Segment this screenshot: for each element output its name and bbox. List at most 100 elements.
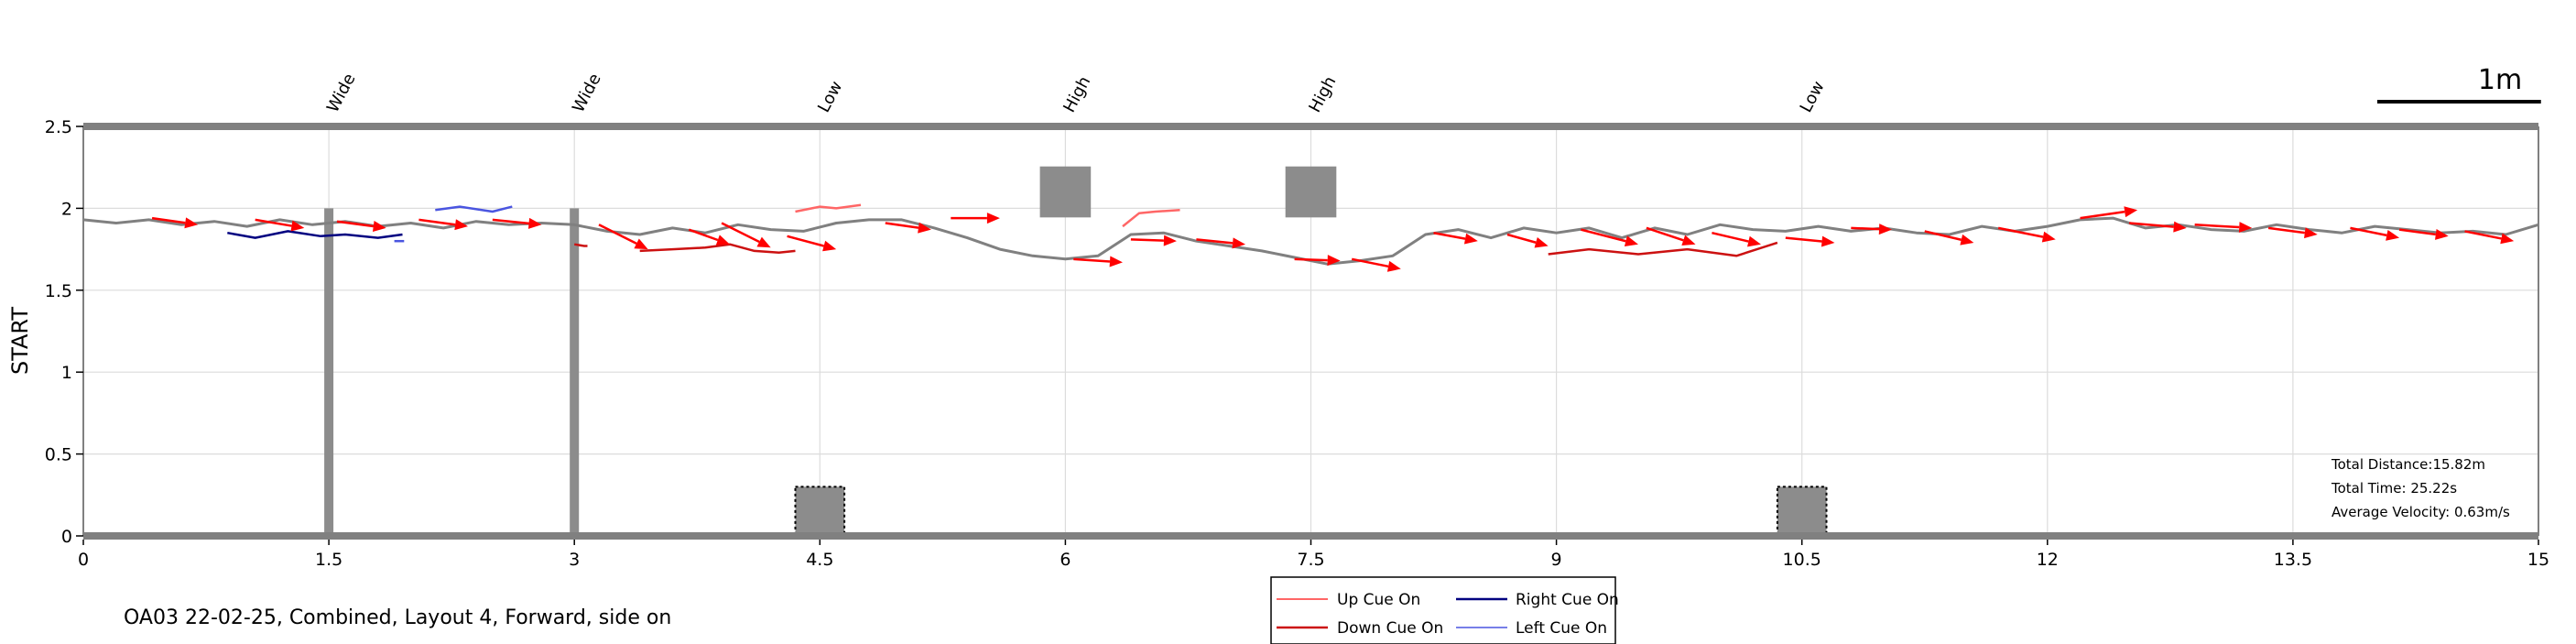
- arrow-head-9: [918, 222, 931, 234]
- x-tick-label-4: 6: [1060, 550, 1071, 570]
- arrow-shaft-2: [336, 220, 374, 228]
- direction-arrow-24: [1997, 226, 2056, 243]
- high-block-5: [1285, 166, 1337, 218]
- arrow-head-28: [2304, 227, 2318, 239]
- arrow-shaft-26: [2129, 222, 2174, 228]
- arrow-head-26: [2173, 221, 2187, 233]
- arrow-shaft-14: [1294, 257, 1328, 262]
- direction-arrow-8: [787, 235, 837, 252]
- arrow-head-16: [1463, 233, 1478, 245]
- arrow-head-18: [1624, 235, 1638, 247]
- direction-arrow-9: [885, 222, 931, 234]
- direction-arrow-19: [1646, 226, 1696, 246]
- cue-series: [227, 203, 1778, 257]
- x-tick-label-5: 7.5: [1297, 550, 1324, 570]
- legend-label-right-cue: Right Cue On: [1516, 591, 1619, 609]
- direction-arrows: [151, 206, 2515, 272]
- x-tick-label-8: 12: [2037, 550, 2059, 570]
- wide-obstacle-bar-0: [324, 208, 334, 536]
- arrow-shaft-30: [2398, 228, 2436, 236]
- arrow-shaft-25: [2080, 210, 2125, 220]
- cue-segment-0-1: [1122, 208, 1180, 228]
- y-axis-label: START: [7, 307, 33, 375]
- direction-arrow-31: [2464, 230, 2515, 245]
- wide-obstacle-bar-1: [570, 208, 580, 536]
- y-tick-label-5: 2.5: [45, 117, 72, 137]
- direction-arrow-28: [2267, 226, 2318, 239]
- direction-arrow-25: [2080, 206, 2138, 220]
- obstacle-label-1: Wide: [569, 71, 605, 116]
- arrow-head-21: [1821, 235, 1835, 247]
- x-tick-label-3: 4.5: [806, 550, 833, 570]
- legend-label-up-cue: Up Cue On: [1337, 591, 1420, 609]
- arrow-head-30: [2435, 228, 2449, 240]
- arrow-head-5: [634, 238, 648, 250]
- legend-label-left-cue: Left Cue On: [1516, 619, 1607, 638]
- scale-bar-label: 1m: [2478, 64, 2522, 96]
- direction-arrow-16: [1433, 231, 1478, 245]
- arrow-head-22: [1878, 224, 1893, 235]
- arrow-shaft-13: [1196, 238, 1234, 245]
- axes-frame: [82, 123, 2539, 540]
- arrow-head-4: [527, 217, 542, 229]
- stat-total-distance: Total Distance:15.82m: [2331, 456, 2485, 473]
- x-tick-label-6: 9: [1551, 550, 1562, 570]
- arrow-head-1: [290, 220, 305, 232]
- legend: Up Cue On Right Cue On Down Cue On Left …: [1270, 576, 1619, 644]
- direction-arrow-15: [1351, 257, 1401, 272]
- arrow-shaft-18: [1581, 228, 1626, 243]
- arrow-shaft-28: [2267, 226, 2305, 235]
- direction-arrow-29: [2350, 226, 2400, 241]
- arrow-head-27: [2238, 222, 2253, 234]
- direction-arrow-18: [1581, 228, 1638, 247]
- obstacle-labels: Wide Wide Low High High Low: [323, 71, 1829, 116]
- direction-arrow-1: [255, 218, 305, 232]
- high-block-4: [1039, 166, 1092, 218]
- arrow-shaft-23: [1924, 230, 1962, 241]
- obstacle-label-5: Low: [1797, 78, 1829, 115]
- arrow-head-7: [756, 236, 771, 248]
- direction-arrow-12: [1130, 235, 1177, 246]
- arrow-head-31: [2500, 233, 2515, 245]
- arrow-head-25: [2124, 206, 2138, 218]
- obstacle-label-4: High: [1305, 73, 1340, 115]
- direction-arrow-13: [1196, 237, 1246, 249]
- direction-arrow-10: [951, 213, 1000, 224]
- arrow-shaft-29: [2350, 226, 2387, 237]
- y-tick-label-3: 1.5: [45, 281, 72, 301]
- direction-arrow-0: [151, 216, 199, 229]
- arrow-head-23: [1960, 234, 1974, 246]
- cue-segment-1-1: [639, 243, 796, 254]
- legend-label-down-cue: Down Cue On: [1337, 619, 1443, 638]
- direction-arrow-2: [336, 220, 386, 232]
- x-tick-label-0: 0: [78, 550, 89, 570]
- direction-arrow-23: [1924, 230, 1974, 246]
- arrow-head-24: [2041, 231, 2056, 243]
- direction-arrow-3: [418, 218, 469, 231]
- obstacle-label-3: High: [1060, 73, 1094, 115]
- direction-arrow-7: [721, 222, 771, 248]
- arrow-head-29: [2386, 229, 2400, 241]
- arrow-head-0: [184, 217, 199, 229]
- arrow-head-20: [1747, 235, 1762, 247]
- arrow-shaft-1: [255, 218, 292, 227]
- direction-arrow-21: [1785, 235, 1835, 247]
- top-frame-bar: [83, 123, 2538, 130]
- figure-caption: OA03 22-02-25, Combined, Layout 4, Forwa…: [124, 606, 672, 629]
- arrow-shaft-5: [598, 224, 637, 245]
- direction-arrow-22: [1851, 224, 1893, 235]
- arrow-shaft-22: [1851, 226, 1880, 231]
- arrow-shaft-21: [1785, 236, 1822, 243]
- y-tick-label-1: 0.5: [45, 445, 72, 465]
- arrow-shaft-4: [492, 218, 529, 225]
- low-block-3: [1776, 486, 1828, 537]
- arrow-shaft-8: [787, 235, 824, 247]
- arrow-head-8: [822, 240, 837, 252]
- cue-segment-3-0: [435, 205, 513, 213]
- y-tick-label-0: 0: [61, 527, 72, 547]
- low-block-2: [794, 486, 846, 537]
- arrow-head-6: [715, 235, 730, 246]
- stat-average-velocity: Average Velocity: 0.63m/s: [2331, 504, 2510, 520]
- arrow-shaft-16: [1433, 231, 1466, 240]
